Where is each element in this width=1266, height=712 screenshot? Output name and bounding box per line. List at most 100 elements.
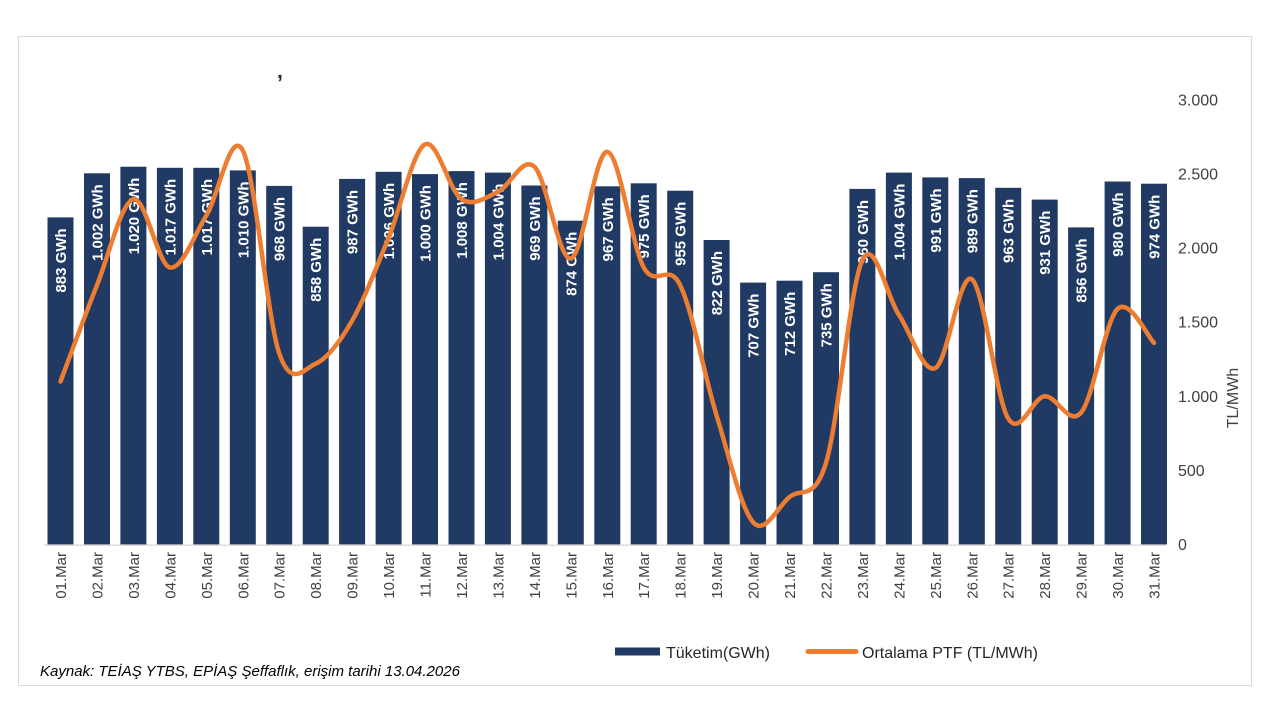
y-tick-1.000: 1.000: [1178, 389, 1218, 406]
x-label-21.Mar: 21.Mar: [782, 552, 799, 599]
right-axis-title: TL/MWh: [1225, 368, 1242, 428]
x-label-10.Mar: 10.Mar: [381, 552, 398, 599]
bar-value-label-27.Mar: 963 GWh: [1001, 199, 1018, 263]
x-label-25.Mar: 25.Mar: [928, 552, 945, 599]
bar-12.Mar[interactable]: [448, 171, 475, 545]
bar-value-label-11.Mar: 1.000 GWh: [418, 185, 435, 262]
bar-23.Mar[interactable]: [849, 188, 876, 545]
y-tick-1.500: 1.500: [1178, 315, 1218, 332]
bar-value-label-17.Mar: 975 GWh: [636, 194, 653, 258]
bar-24.Mar[interactable]: [885, 172, 912, 545]
x-label-06.Mar: 06.Mar: [235, 552, 252, 599]
bar-value-label-07.Mar: 968 GWh: [272, 197, 289, 261]
x-label-30.Mar: 30.Mar: [1110, 552, 1127, 599]
legend: Tüketim(GWh) Ortalama PTF (TL/MWh): [615, 645, 1038, 662]
x-label-17.Mar: 17.Mar: [636, 552, 653, 599]
bar-value-label-08.Mar: 858 GWh: [308, 238, 325, 302]
bar-06.Mar[interactable]: [229, 170, 256, 545]
x-label-11.Mar: 11.Mar: [418, 552, 435, 598]
legend-bar-label: Tüketim(GWh): [666, 645, 770, 662]
x-label-07.Mar: 07.Mar: [272, 552, 289, 599]
bar-value-label-04.Mar: 1.017 GWh: [162, 179, 179, 256]
bar-09.Mar[interactable]: [339, 178, 366, 545]
bar-value-label-20.Mar: 707 GWh: [746, 294, 763, 358]
bar-value-label-25.Mar: 991 GWh: [928, 188, 945, 252]
bar-27.Mar[interactable]: [995, 187, 1022, 545]
chart-title: ,: [277, 60, 283, 83]
legend-line-label: Ortalama PTF (TL/MWh): [862, 645, 1038, 662]
x-label-03.Mar: 03.Mar: [126, 552, 143, 599]
legend-bar-swatch: [615, 647, 660, 656]
bar-07.Mar[interactable]: [266, 185, 293, 545]
x-label-09.Mar: 09.Mar: [345, 552, 362, 599]
bar-11.Mar[interactable]: [412, 174, 438, 545]
bar-value-label-26.Mar: 989 GWh: [964, 189, 981, 253]
y-tick-0: 0: [1178, 537, 1187, 554]
x-label-28.Mar: 28.Mar: [1037, 552, 1054, 599]
bar-value-label-16.Mar: 967 GWh: [600, 197, 617, 261]
x-label-01.Mar: 01.Mar: [53, 552, 70, 599]
bar-value-label-03.Mar: 1.020 GWh: [126, 178, 143, 255]
x-label-20.Mar: 20.Mar: [746, 552, 763, 599]
bar-03.Mar[interactable]: [120, 166, 147, 545]
bars-layer: [47, 166, 1167, 545]
legend-item-consumption[interactable]: Tüketim(GWh): [615, 645, 770, 662]
bar-value-label-30.Mar: 980 GWh: [1110, 193, 1127, 257]
bar-value-label-14.Mar: 969 GWh: [527, 197, 544, 261]
y-tick-3.000: 3.000: [1178, 93, 1218, 110]
y-tick-2.500: 2.500: [1178, 167, 1218, 184]
bar-18.Mar[interactable]: [667, 190, 694, 545]
bar-value-label-01.Mar: 883 GWh: [53, 228, 70, 292]
bar-26.Mar[interactable]: [958, 178, 985, 545]
y-tick-500: 500: [1178, 463, 1205, 480]
bar-value-label-23.Mar: 960 GWh: [855, 200, 872, 264]
x-label-04.Mar: 04.Mar: [162, 552, 179, 599]
bar-16.Mar[interactable]: [594, 186, 621, 545]
bar-08.Mar[interactable]: [302, 226, 329, 545]
bar-value-label-22.Mar: 735 GWh: [819, 283, 836, 347]
bar-14.Mar[interactable]: [521, 185, 548, 545]
x-label-19.Mar: 19.Mar: [709, 552, 726, 599]
bar-30.Mar[interactable]: [1104, 181, 1131, 545]
x-label-08.Mar: 08.Mar: [308, 552, 325, 599]
bar-value-label-19.Mar: 822 GWh: [709, 251, 726, 315]
x-label-02.Mar: 02.Mar: [90, 552, 107, 599]
bar-value-label-06.Mar: 1.010 GWh: [235, 181, 252, 258]
bar-value-label-24.Mar: 1.004 GWh: [891, 184, 908, 261]
y-axis-right-labels: 0 500 1.000 1.500 2.000 2.500 3.000: [1178, 93, 1218, 554]
bar-28.Mar[interactable]: [1031, 199, 1058, 545]
bar-02.Mar[interactable]: [84, 173, 110, 545]
x-label-24.Mar: 24.Mar: [891, 552, 908, 599]
x-label-22.Mar: 22.Mar: [819, 552, 836, 599]
x-label-12.Mar: 12.Mar: [454, 552, 471, 599]
x-label-23.Mar: 23.Mar: [855, 552, 872, 599]
bar-15.Mar[interactable]: [557, 220, 584, 545]
x-label-13.Mar: 13.Mar: [490, 552, 507, 599]
bar-25.Mar[interactable]: [922, 177, 949, 545]
bar-31.Mar[interactable]: [1141, 183, 1167, 545]
bar-13.Mar[interactable]: [484, 172, 511, 545]
bar-value-label-21.Mar: 712 GWh: [782, 292, 799, 356]
x-label-26.Mar: 26.Mar: [964, 552, 981, 599]
bar-labels-layer: 883 GWh 1.002 GWh 1.020 GWh 1.017 GWh 1.017 …: [53, 178, 1164, 358]
bar-04.Mar[interactable]: [156, 167, 183, 545]
x-axis-labels: 01.Mar 02.Mar 03.Mar 04.Mar 05.Mar 06.Mar 07.M…: [53, 552, 1164, 599]
x-label-05.Mar: 05.Mar: [199, 552, 216, 599]
bar-value-label-09.Mar: 987 GWh: [345, 190, 362, 254]
x-label-16.Mar: 16.Mar: [600, 552, 617, 599]
bar-value-label-18.Mar: 955 GWh: [673, 202, 690, 266]
bar-value-label-13.Mar: 1.004 GWh: [490, 184, 507, 261]
bar-value-label-28.Mar: 931 GWh: [1037, 211, 1054, 275]
x-label-27.Mar: 27.Mar: [1001, 552, 1018, 599]
ptf-line-series[interactable]: [58, 141, 1157, 528]
source-note: Kaynak: TEİAŞ YTBS, EPİAŞ Şeffaflık, eri…: [40, 663, 461, 680]
bar-value-label-29.Mar: 856 GWh: [1074, 238, 1091, 302]
legend-item-ptf[interactable]: Ortalama PTF (TL/MWh): [805, 645, 1038, 662]
x-label-18.Mar: 18.Mar: [673, 552, 690, 599]
x-label-14.Mar: 14.Mar: [527, 552, 544, 599]
x-label-31.Mar: 31.Mar: [1147, 552, 1164, 599]
x-label-29.Mar: 29.Mar: [1074, 552, 1091, 599]
bar-21.Mar[interactable]: [776, 280, 803, 545]
